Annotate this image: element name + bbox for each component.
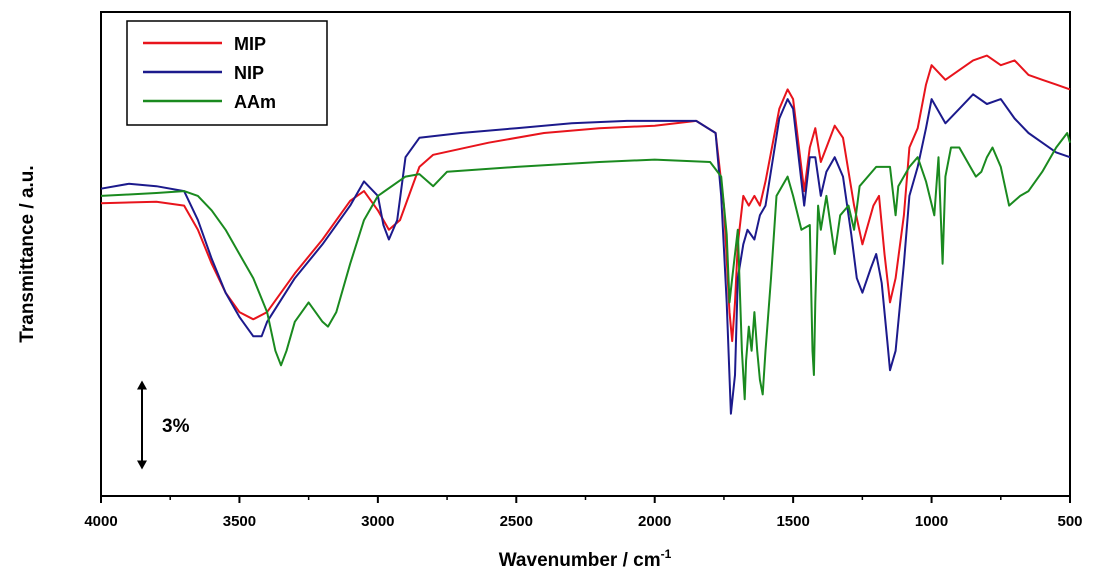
x-tick-label: 1000 [915,513,948,530]
x-axis-title-superscript: -1 [661,547,672,561]
x-axis-title: Wavenumber / cm-1 [499,547,672,571]
x-tick-label: 3500 [223,513,256,530]
scale-bar-arrow-up-icon [137,380,147,390]
x-tick-label: 2000 [638,513,671,530]
x-tick-label: 2500 [500,513,533,530]
series-line-mip [100,54,1071,343]
series-line-aam [100,132,1071,401]
legend-label-nip: NIP [234,63,264,83]
legend: MIP NIP AAm [126,20,328,126]
x-tick-label: 1500 [776,513,809,530]
scale-bar-label: 3% [162,416,190,437]
x-tick-label: 3000 [361,513,394,530]
series-layer [100,54,1071,415]
x-axis-ticks: 4000 3500 3000 2500 2000 1500 1000 500 [84,496,1083,530]
y-axis-title: Transmittance / a.u. [17,165,38,342]
scale-bar-arrow-down-icon [137,460,147,470]
legend-label-mip: MIP [234,34,266,54]
x-tick-label: 500 [1057,513,1082,530]
legend-label-aam: AAm [234,92,276,112]
x-tick-label: 4000 [84,513,117,530]
scale-bar: 3% [137,380,190,470]
